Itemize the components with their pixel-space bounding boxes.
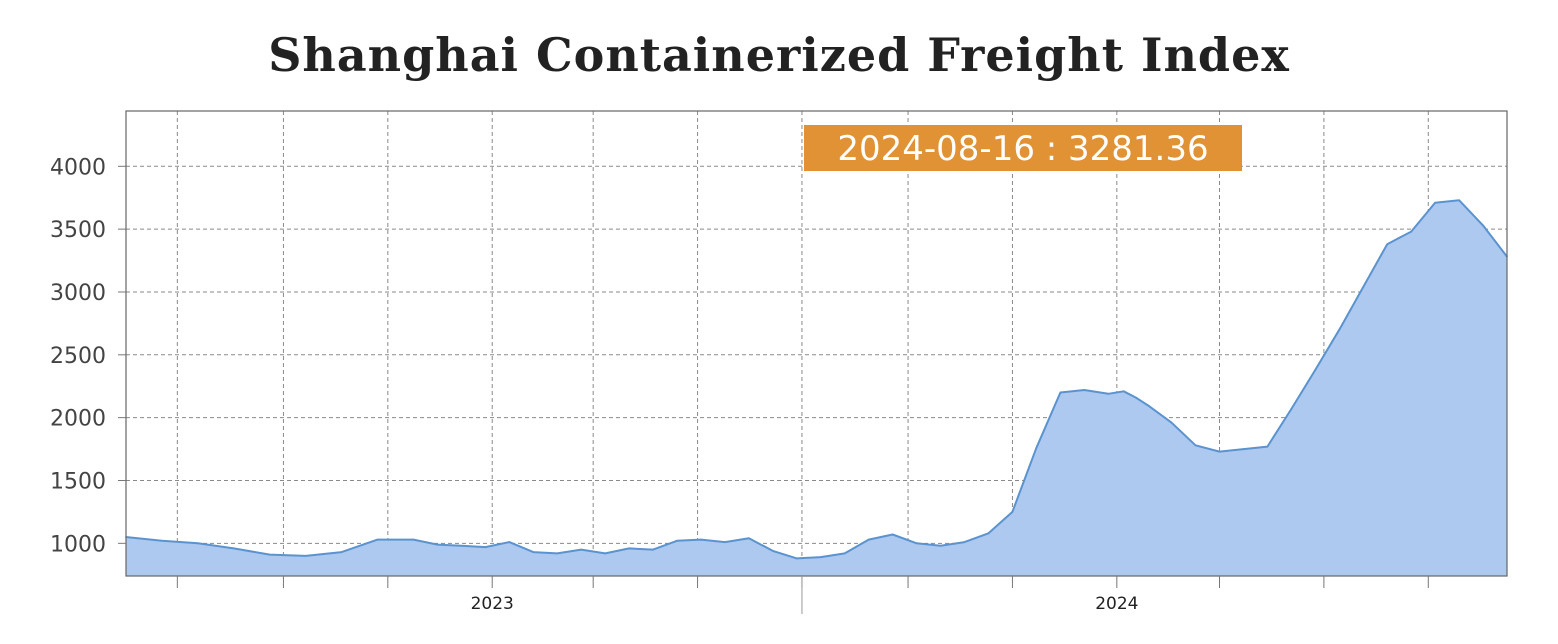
- data-point: [867, 538, 870, 541]
- data-point: [233, 547, 235, 550]
- series-line: [125, 199, 1508, 560]
- data-point: [891, 533, 894, 536]
- data-point: [1059, 391, 1062, 394]
- data-point: [376, 538, 379, 541]
- data-point: [820, 556, 822, 558]
- data-point: [843, 552, 846, 555]
- data-point: [532, 551, 535, 553]
- data-point: [963, 541, 966, 543]
- y-tick-label: 3000: [50, 281, 106, 306]
- data-point: [915, 542, 918, 545]
- data-point: [1434, 201, 1436, 204]
- data-point: [987, 532, 990, 535]
- data-point: [412, 538, 415, 541]
- data-point: [1482, 224, 1484, 227]
- tooltip: 2024-08-16 : 3281.36: [804, 125, 1242, 171]
- data-point: [748, 537, 750, 540]
- area-layer: [125, 199, 1508, 576]
- y-tick-label: 4000: [50, 155, 106, 180]
- frame-layer: [125, 110, 1508, 577]
- data-point: [556, 552, 558, 555]
- y-tick-label: 1000: [50, 532, 106, 557]
- data-point: [628, 547, 630, 550]
- tooltip-box: [804, 125, 1242, 171]
- data-point: [1011, 511, 1014, 513]
- data-point: [652, 548, 654, 551]
- data-point: [1362, 286, 1365, 288]
- data-point: [604, 552, 606, 555]
- data-point: [161, 540, 163, 542]
- data-point: [1194, 444, 1197, 447]
- data-point: [508, 541, 511, 543]
- y-tick-label: 2000: [50, 407, 106, 432]
- data-point: [1170, 421, 1173, 424]
- data-point: [1122, 390, 1125, 393]
- data-point: [1242, 448, 1245, 450]
- data-point: [436, 543, 439, 546]
- data-point: [197, 542, 199, 545]
- data-point: [939, 545, 942, 547]
- y-tick-label: 2500: [50, 344, 106, 369]
- data-point: [1458, 199, 1460, 201]
- data-point: [796, 557, 798, 560]
- chart-title: Shanghai Containerized Freight Index: [268, 28, 1290, 82]
- data-point: [676, 540, 678, 542]
- y-tick-label: 1500: [50, 469, 106, 494]
- data-point: [484, 546, 487, 548]
- data-point: [268, 553, 271, 556]
- y-axis: 1000 1500 2000 2500 3000 3500 4000: [50, 155, 126, 557]
- data-point: [1314, 369, 1317, 371]
- data-point: [1083, 389, 1086, 391]
- data-point: [724, 541, 726, 543]
- data-point: [340, 551, 343, 553]
- data-point: [1107, 393, 1110, 395]
- data-point: [772, 550, 774, 552]
- data-point: [1146, 404, 1149, 406]
- data-point: [1386, 243, 1388, 245]
- x-tick-label: 2023: [471, 594, 514, 614]
- data-point: [580, 548, 582, 551]
- data-point: [1410, 230, 1412, 233]
- data-point: [700, 538, 702, 541]
- x-axis: 2023 2024: [176, 576, 1429, 614]
- series-area: [126, 200, 1507, 576]
- data-point: [460, 545, 463, 547]
- data-point: [1218, 450, 1221, 453]
- data-point: [304, 555, 307, 557]
- data-point: [1338, 328, 1341, 331]
- data-point: [1134, 396, 1137, 399]
- x-tick-label: 2024: [1095, 594, 1138, 614]
- y-tick-label: 3500: [50, 218, 106, 243]
- plot-frame: [125, 110, 1508, 577]
- data-point: [1266, 445, 1269, 448]
- data-point: [1035, 447, 1038, 449]
- data-point: [1290, 408, 1293, 410]
- tooltip-text: 2024-08-16 : 3281.36: [837, 129, 1208, 169]
